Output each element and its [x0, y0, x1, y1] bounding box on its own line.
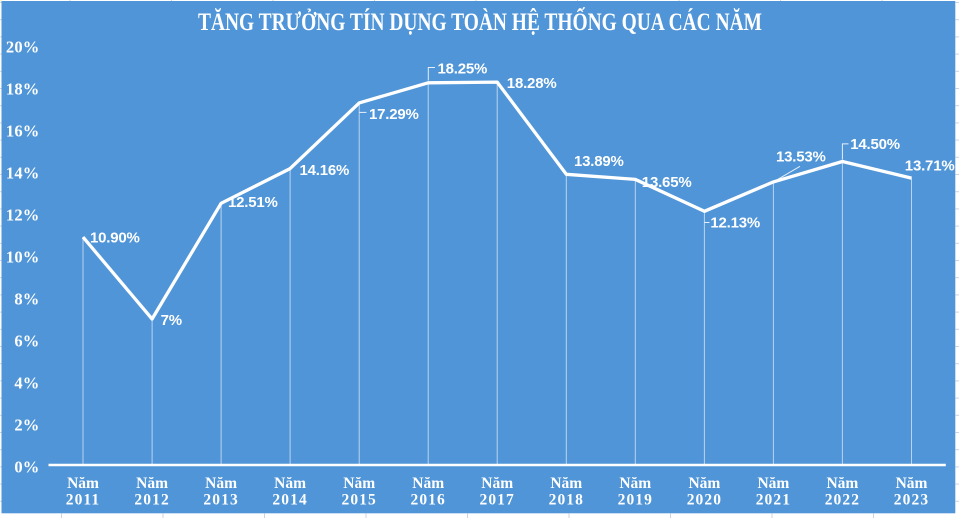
svg-text:13.65%: 13.65% [642, 174, 692, 191]
svg-text:2020: 2020 [687, 492, 722, 509]
svg-text:10.90%: 10.90% [90, 229, 140, 246]
svg-text:Năm: Năm [205, 475, 237, 492]
svg-text:2%: 2% [14, 416, 39, 435]
svg-text:20%: 20% [6, 38, 40, 57]
svg-text:17.29%: 17.29% [369, 106, 419, 123]
svg-text:18.28%: 18.28% [507, 75, 557, 92]
svg-text:Năm: Năm [136, 475, 168, 492]
svg-text:Năm: Năm [619, 475, 651, 492]
svg-text:12%: 12% [6, 206, 40, 225]
svg-text:2021: 2021 [756, 492, 791, 509]
svg-text:2015: 2015 [341, 492, 376, 509]
svg-text:6%: 6% [14, 332, 39, 351]
svg-text:8%: 8% [14, 290, 39, 309]
svg-text:14.50%: 14.50% [850, 136, 900, 153]
svg-text:2017: 2017 [479, 492, 514, 509]
svg-text:Năm: Năm [550, 475, 582, 492]
svg-text:14%: 14% [6, 164, 40, 183]
svg-text:Năm: Năm [688, 475, 720, 492]
svg-text:Năm: Năm [757, 475, 789, 492]
svg-text:Năm: Năm [896, 475, 928, 492]
svg-text:2011: 2011 [66, 492, 101, 509]
svg-text:16%: 16% [6, 122, 40, 141]
svg-text:Năm: Năm [481, 475, 513, 492]
svg-text:18.25%: 18.25% [438, 60, 488, 77]
svg-text:13.71%: 13.71% [905, 158, 955, 175]
svg-text:12.13%: 12.13% [710, 214, 760, 231]
svg-text:7%: 7% [161, 312, 182, 329]
svg-text:2019: 2019 [618, 492, 653, 509]
svg-text:2016: 2016 [410, 492, 445, 509]
svg-text:12.51%: 12.51% [228, 194, 278, 211]
svg-text:2014: 2014 [272, 492, 307, 509]
svg-text:13.89%: 13.89% [574, 153, 624, 170]
svg-text:2018: 2018 [549, 492, 584, 509]
svg-text:14.16%: 14.16% [300, 162, 350, 179]
svg-text:Năm: Năm [67, 475, 99, 492]
svg-text:0%: 0% [14, 458, 39, 477]
svg-text:Năm: Năm [274, 475, 306, 492]
svg-text:Năm: Năm [826, 475, 858, 492]
svg-text:Năm: Năm [343, 475, 375, 492]
svg-text:2022: 2022 [825, 492, 860, 509]
svg-text:10%: 10% [6, 248, 40, 267]
svg-text:TĂNG TRƯỞNG TÍN DỤNG TOÀN HỆ T: TĂNG TRƯỞNG TÍN DỤNG TOÀN HỆ THỐNG QUA C… [198, 7, 762, 36]
svg-text:Năm: Năm [412, 475, 444, 492]
svg-text:2023: 2023 [894, 492, 929, 509]
svg-text:4%: 4% [14, 374, 39, 393]
svg-text:2013: 2013 [203, 492, 238, 509]
svg-text:2012: 2012 [134, 492, 169, 509]
svg-text:18%: 18% [6, 80, 40, 99]
svg-text:13.53%: 13.53% [776, 149, 826, 166]
